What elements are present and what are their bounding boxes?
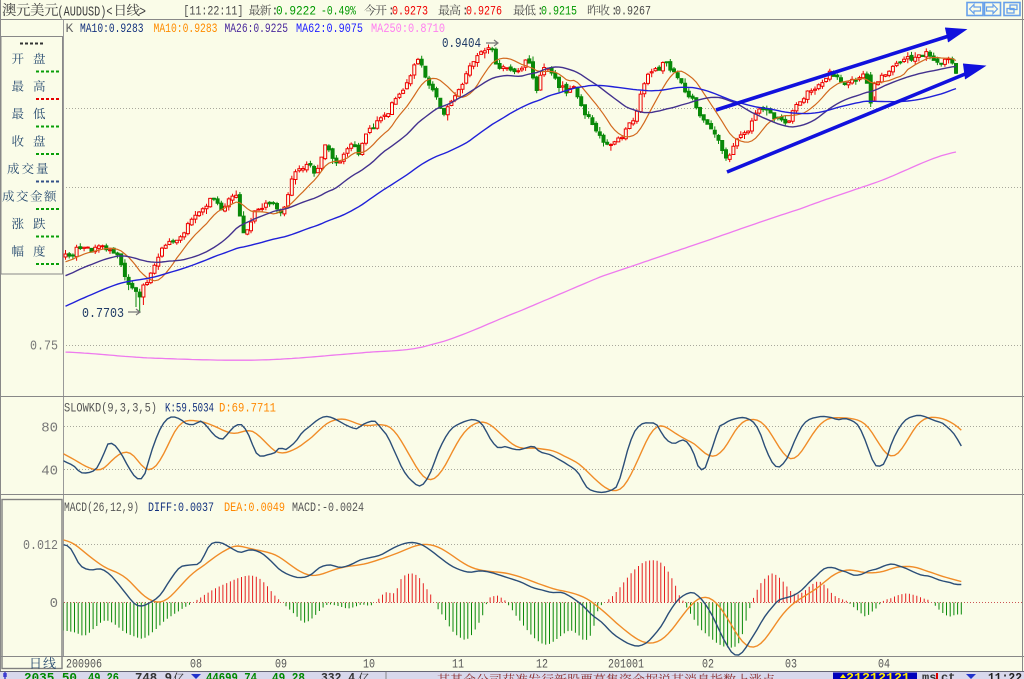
- svg-text::: :: [462, 4, 470, 19]
- svg-text:40: 40: [41, 464, 58, 480]
- svg-text:02: 02: [702, 658, 714, 672]
- svg-text:332.4: 332.4: [321, 671, 355, 679]
- svg-text:MA10:0.9283: MA10:0.9283: [80, 21, 144, 36]
- svg-text:0.9404: 0.9404: [442, 36, 481, 52]
- svg-text:0.012: 0.012: [23, 538, 58, 554]
- svg-text:03: 03: [785, 658, 797, 672]
- svg-text:K: K: [66, 21, 74, 36]
- svg-text:ms: ms: [922, 671, 936, 679]
- svg-text:D:69.7711: D:69.7711: [219, 401, 276, 416]
- svg-text:0: 0: [50, 596, 58, 612]
- svg-text:748.9: 748.9: [135, 671, 172, 679]
- svg-text::: :: [388, 4, 396, 19]
- svg-text:DEA:0.0049: DEA:0.0049: [224, 500, 285, 515]
- svg-text:21212121: 21212121: [846, 671, 910, 679]
- svg-text:08: 08: [190, 658, 202, 672]
- svg-text:MACD(26,12,9): MACD(26,12,9): [64, 500, 139, 515]
- svg-text:0.9267: 0.9267: [615, 4, 651, 19]
- svg-text:ct: ct: [941, 671, 955, 679]
- svg-text:10: 10: [363, 658, 375, 672]
- svg-text::: :: [611, 4, 619, 19]
- svg-text:11:22: 11:22: [988, 671, 1022, 679]
- svg-text:MA250:0.8710: MA250:0.8710: [371, 21, 445, 36]
- svg-text:12: 12: [536, 658, 548, 672]
- svg-text:-0.49%: -0.49%: [321, 4, 356, 19]
- svg-text:80: 80: [41, 421, 58, 437]
- svg-text:MA10:0.9283: MA10:0.9283: [154, 21, 218, 36]
- svg-text:(AUDUSD)<: (AUDUSD)<: [58, 5, 113, 21]
- svg-text:49.26: 49.26: [88, 671, 119, 679]
- svg-text:2035.50: 2035.50: [24, 671, 77, 679]
- svg-text:0.9215: 0.9215: [541, 4, 577, 19]
- svg-text:K:59.5034: K:59.5034: [165, 401, 214, 416]
- svg-text:MA62:0.9075: MA62:0.9075: [296, 21, 363, 36]
- svg-text:0.9276: 0.9276: [466, 4, 502, 19]
- svg-text:SLOWKD(9,3,3,5): SLOWKD(9,3,3,5): [64, 401, 157, 416]
- svg-text::: :: [537, 4, 545, 19]
- svg-text:>: >: [139, 5, 146, 21]
- svg-text:44699.74: 44699.74: [206, 671, 257, 679]
- svg-text:09: 09: [275, 658, 287, 672]
- svg-text:49.28: 49.28: [272, 671, 305, 679]
- svg-text:0.7703: 0.7703: [82, 306, 124, 322]
- svg-text:[11:22:11]: [11:22:11]: [183, 4, 243, 19]
- svg-text:MA26:0.9225: MA26:0.9225: [225, 21, 289, 36]
- svg-text:DIFF:0.0037: DIFF:0.0037: [148, 500, 214, 515]
- svg-text:11: 11: [452, 658, 464, 672]
- svg-text:0.9222: 0.9222: [276, 4, 316, 19]
- svg-text:201001: 201001: [608, 658, 644, 672]
- svg-text:200906: 200906: [66, 658, 102, 672]
- svg-text:MACD:-0.0024: MACD:-0.0024: [292, 500, 364, 515]
- svg-text:0.75: 0.75: [30, 339, 58, 355]
- svg-text:0.9273: 0.9273: [392, 4, 428, 19]
- svg-text::: :: [271, 4, 279, 19]
- svg-text:04: 04: [878, 658, 890, 672]
